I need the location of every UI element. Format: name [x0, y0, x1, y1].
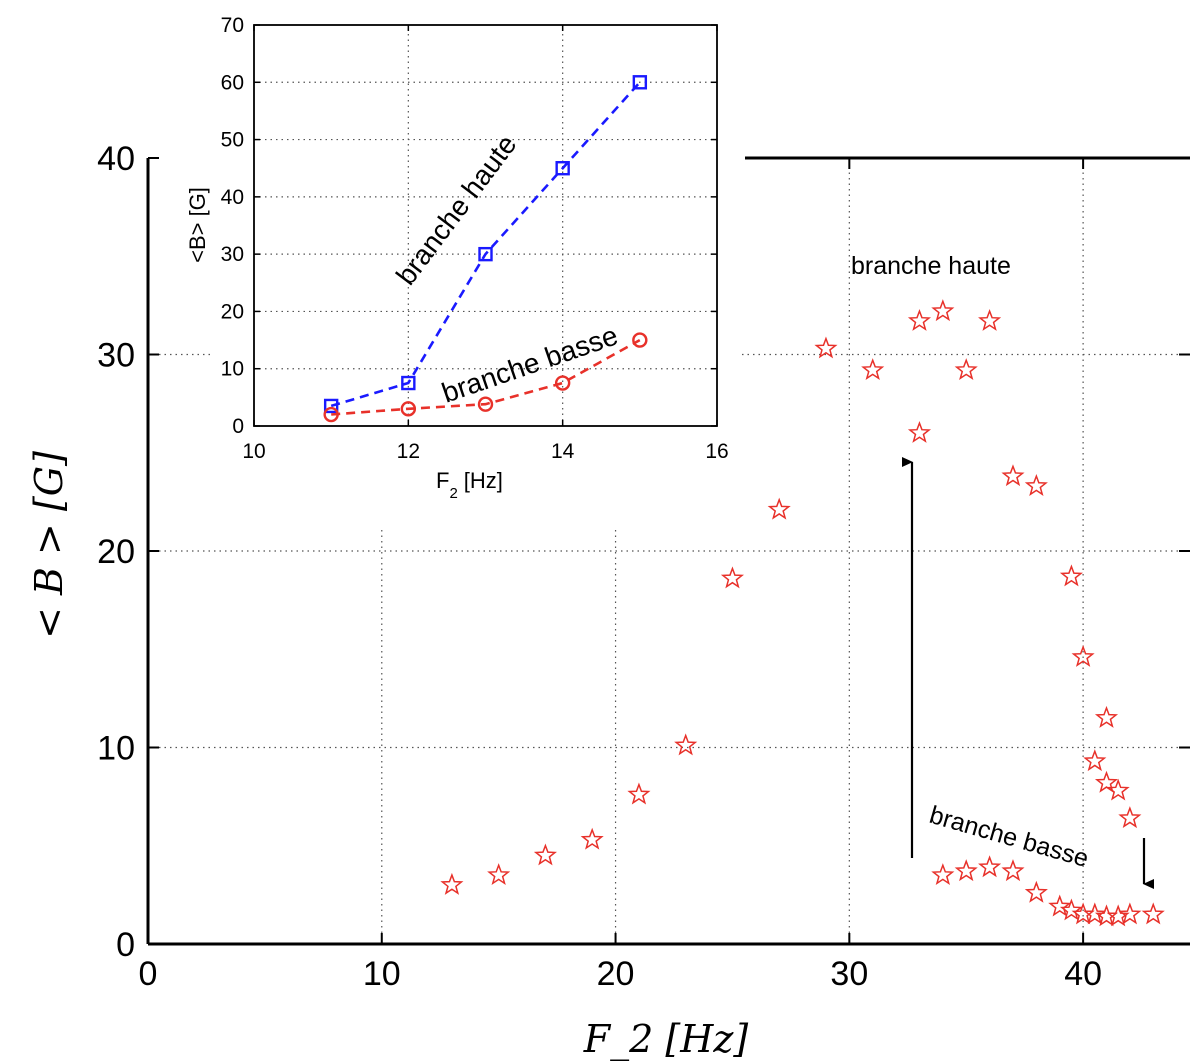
- inset-series: [323, 75, 648, 423]
- inset-marker-branche-haute: [323, 398, 339, 414]
- inset-marker-branche-haute: [632, 75, 648, 90]
- data-point-star: [1001, 859, 1025, 882]
- inset-y-tick-label: 0: [232, 415, 244, 438]
- data-point-star: [814, 336, 838, 359]
- data-point-star: [931, 863, 955, 886]
- data-point-star: [627, 782, 651, 805]
- annotation-branche-haute-main: branche haute: [851, 252, 1011, 280]
- inset-y-axis-label: <B> [G]: [185, 187, 210, 263]
- main-x-tick-label: 20: [597, 955, 635, 993]
- main-x-tick-label: 0: [139, 955, 158, 993]
- main-y-tick-label: 40: [97, 140, 135, 178]
- inset-marker-branche-haute: [478, 246, 493, 262]
- inset-x-axis-label: F2[Hz]: [436, 468, 503, 502]
- data-point-star: [533, 843, 557, 866]
- main-x-axis-label: F_2 [Hz]: [583, 1017, 749, 1062]
- inset-y-tick-label: 10: [221, 358, 244, 381]
- data-point-star: [931, 299, 955, 322]
- main-points: [440, 299, 1165, 927]
- main-x-tick-label: 30: [830, 955, 868, 993]
- inset-marker-branche-haute: [555, 161, 570, 176]
- main-x-tick-label: 40: [1064, 955, 1102, 993]
- inset-x-tick-label: 12: [397, 440, 420, 463]
- inset-marker-branche-basse: [554, 375, 571, 391]
- data-point-star: [954, 859, 978, 882]
- data-point-star: [720, 566, 744, 589]
- data-point-star: [1024, 880, 1048, 903]
- inset-marker-branche-basse: [632, 332, 648, 348]
- data-point-star: [907, 308, 932, 331]
- data-point-star: [1118, 902, 1142, 925]
- inset-marker-branche-basse: [477, 396, 494, 412]
- main-y-tick-label: 30: [97, 337, 135, 375]
- data-point-star: [440, 872, 464, 895]
- inset-y-tick-label: 70: [221, 14, 244, 37]
- inset-marker-branche-basse: [400, 401, 417, 417]
- data-point-star: [954, 358, 978, 381]
- inset-x-tick-label: 16: [705, 440, 728, 463]
- annotation-branche-basse-main: branche basse: [926, 801, 1091, 873]
- data-point-star: [767, 497, 791, 520]
- inset-line-branche-haute: [330, 81, 641, 408]
- inset-marker-branche-basse: [323, 406, 339, 423]
- main-y-tick-label: 10: [97, 730, 135, 768]
- data-point-star: [1083, 902, 1107, 925]
- data-point-star: [674, 733, 698, 756]
- data-point-star: [978, 308, 1002, 331]
- data-point-star: [1094, 705, 1119, 728]
- inset-y-tick-label: 50: [221, 129, 244, 152]
- inset-y-tick-label: 30: [221, 243, 244, 266]
- inset-y-tick-label: 20: [221, 300, 244, 323]
- inset-line-branche-basse: [331, 338, 641, 416]
- inset-y-tick-label: 40: [221, 186, 244, 209]
- data-point-star: [1106, 904, 1130, 927]
- data-point-star: [1024, 474, 1048, 496]
- data-point-star: [1141, 902, 1165, 925]
- inset-marker-branche-haute: [401, 375, 416, 391]
- data-point-star: [978, 855, 1002, 878]
- data-point-star: [1094, 770, 1119, 793]
- data-point-star: [1048, 894, 1072, 917]
- main-y-tick-label: 0: [116, 926, 135, 964]
- data-point-star: [1059, 564, 1083, 587]
- data-point-star: [1118, 806, 1142, 829]
- data-point-star: [1106, 778, 1130, 801]
- data-point-star: [580, 827, 604, 850]
- data-point-star: [1001, 464, 1025, 487]
- data-point-star: [1059, 898, 1083, 921]
- data-point-star: [861, 358, 885, 381]
- inset-x-tick-label: 10: [242, 440, 265, 463]
- data-point-star: [487, 863, 511, 886]
- inset-x-tick-label: 14: [551, 440, 575, 463]
- data-point-star: [1083, 749, 1107, 772]
- main-y-tick-label: 20: [97, 533, 135, 571]
- inset-frame: [253, 24, 718, 427]
- data-point-star: [1071, 644, 1095, 667]
- inset-y-tick-label: 60: [221, 71, 244, 94]
- main-x-tick-label: 10: [363, 955, 401, 993]
- data-point-star: [907, 420, 932, 443]
- main-y-axis-label: < B > [G]: [27, 451, 71, 639]
